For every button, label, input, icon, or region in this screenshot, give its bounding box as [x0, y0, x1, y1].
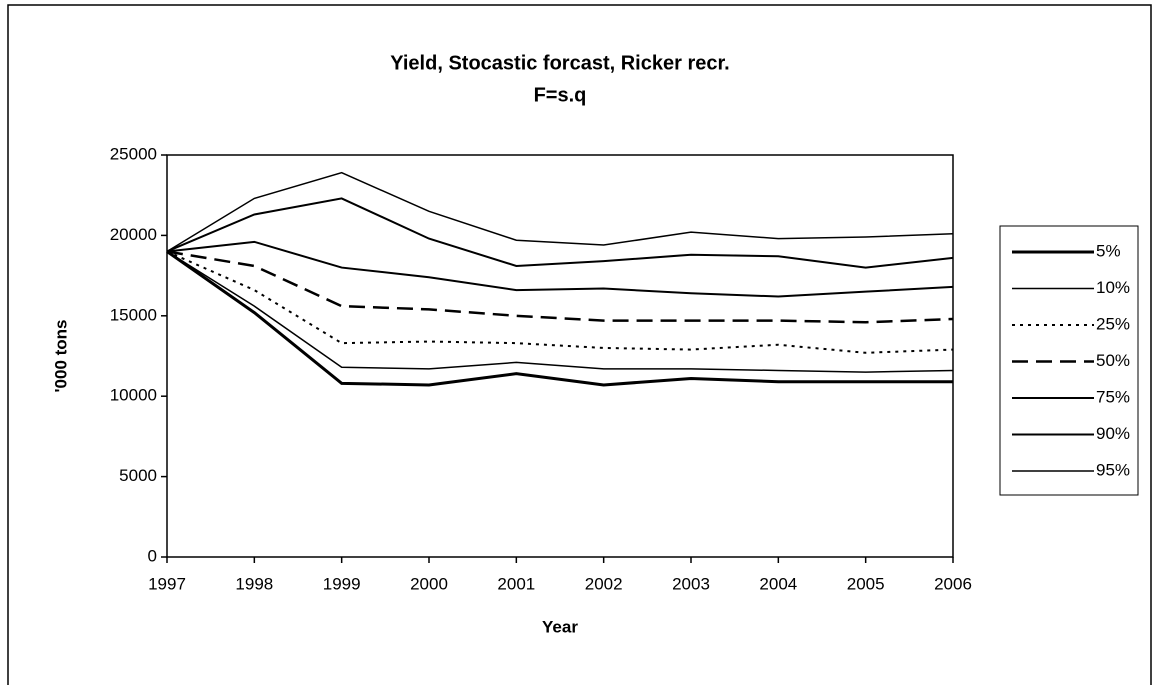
y-tick-label: 10000	[110, 386, 157, 405]
chart-frame	[7, 4, 1152, 685]
x-tick-label: 2000	[410, 574, 448, 593]
legend-label: 25%	[1096, 314, 1130, 333]
chart-title: Yield, Stocastic forcast, Ricker recr.	[390, 52, 729, 74]
series-line	[166, 171, 954, 253]
legend-label: 50%	[1096, 351, 1130, 370]
y-tick-label: 15000	[110, 305, 157, 324]
x-tick-label: 2005	[847, 574, 885, 593]
series-line	[166, 250, 954, 373]
legend-label: 75%	[1096, 387, 1130, 406]
legend-label: 10%	[1096, 278, 1130, 297]
series-line	[166, 240, 954, 298]
y-tick-label: 5000	[119, 466, 157, 485]
series-line	[166, 197, 954, 269]
y-tick-label: 0	[148, 546, 157, 565]
x-tick-label: 2002	[585, 574, 623, 593]
y-tick-label: 20000	[110, 225, 157, 244]
plot-area	[166, 154, 954, 558]
series-line	[166, 250, 953, 387]
legend-label: 95%	[1096, 460, 1130, 479]
x-tick-label: 1998	[235, 574, 273, 593]
x-axis-label: Year	[542, 617, 578, 636]
y-tick-label: 25000	[110, 144, 157, 163]
y-axis-label: '000 tons	[51, 319, 70, 392]
series-line	[166, 250, 954, 324]
chart-subtitle: F=s.q	[534, 84, 587, 106]
series-line	[166, 250, 954, 354]
legend-label: 5%	[1096, 241, 1121, 260]
x-tick-label: 2001	[497, 574, 535, 593]
x-tick-label: 1997	[148, 574, 186, 593]
x-tick-label: 1999	[323, 574, 361, 593]
x-tick-label: 2003	[672, 574, 710, 593]
legend-label: 90%	[1096, 424, 1130, 443]
x-tick-label: 2006	[934, 574, 972, 593]
x-tick-label: 2004	[759, 574, 797, 593]
